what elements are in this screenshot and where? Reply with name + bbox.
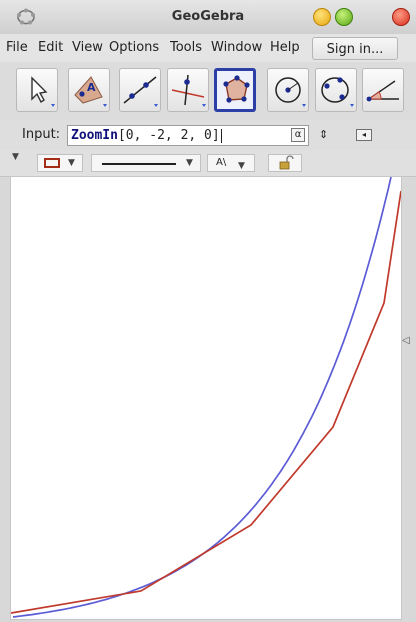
move-arrow-icon (31, 76, 55, 107)
input-bar: Input: ZoomIn[0, -2, 2, 0] α ⇕ ◂ (0, 120, 416, 151)
input-label: Input: (22, 127, 61, 142)
chevron-down-icon: ▼ (238, 161, 245, 171)
menu-options[interactable]: Options (109, 40, 160, 55)
label-style-button[interactable]: A\ ▼ (207, 154, 255, 172)
menu-bar: File Edit View Options Tools Window Help… (0, 34, 416, 63)
command-args: [0, -2, 2, 0] (117, 128, 220, 143)
tool-angle[interactable] (362, 68, 404, 112)
input-help-icon[interactable]: ◂ (356, 129, 372, 141)
tool-circle[interactable] (267, 68, 309, 112)
unlock-icon (279, 155, 294, 170)
perpendicular-line-icon (171, 74, 206, 107)
function-curve-blue[interactable] (12, 177, 392, 618)
command-input[interactable]: ZoomIn[0, -2, 2, 0] (67, 125, 309, 146)
tool-move[interactable] (16, 68, 58, 112)
input-spinner-button[interactable]: ⇕ (319, 128, 329, 141)
line-through-two-points-icon (123, 76, 158, 107)
window-title: GeoGebra (171, 9, 245, 24)
maximize-button[interactable] (335, 8, 353, 26)
fix-object-button[interactable] (268, 154, 302, 172)
style-bar: ▼ ▼ ▼ A\ ▼ (0, 150, 416, 177)
line-style-button[interactable]: ▼ (91, 154, 201, 172)
stylebar-toggle-icon[interactable]: ▼ (12, 152, 19, 162)
tool-conic[interactable] (315, 68, 357, 112)
menu-file[interactable]: File (6, 40, 28, 55)
polyline-curve-red[interactable] (11, 190, 401, 614)
menu-edit[interactable]: Edit (38, 40, 64, 55)
chevron-down-icon: ▼ (68, 158, 75, 168)
minimize-button[interactable] (313, 8, 331, 26)
tool-bar: A (0, 62, 416, 160)
tool-polygon[interactable] (214, 68, 256, 112)
title-bar: GeoGebra (0, 0, 416, 35)
close-button[interactable] (392, 8, 410, 26)
label-style-text: A\ (216, 157, 227, 168)
command-name: ZoomIn (71, 128, 118, 143)
circle-with-center-icon (275, 77, 306, 107)
sidebar-collapse-icon[interactable]: ◁ (402, 335, 410, 346)
alpha-symbol-button[interactable]: α (291, 128, 305, 142)
geogebra-logo-icon (17, 8, 35, 25)
svg-text:A: A (87, 81, 96, 94)
menu-tools[interactable]: Tools (170, 40, 203, 55)
line-sample (102, 163, 176, 165)
menu-view[interactable]: View (72, 40, 103, 55)
tool-line[interactable] (119, 68, 161, 112)
menu-window[interactable]: Window (211, 40, 263, 55)
color-style-button[interactable]: ▼ (37, 154, 83, 172)
text-caret (220, 128, 222, 143)
angle-icon (366, 80, 399, 102)
tool-perpendicular[interactable] (167, 68, 209, 112)
graphics-canvas[interactable] (11, 177, 401, 619)
graphics-view[interactable] (10, 176, 402, 620)
sign-in-button[interactable]: Sign in... (312, 37, 398, 60)
menu-help[interactable]: Help (270, 40, 300, 55)
color-swatch (44, 158, 60, 168)
chevron-down-icon: ▼ (186, 158, 193, 168)
conic-through-points-icon (321, 77, 354, 107)
polygon-icon (223, 75, 250, 103)
point-icon: A (74, 76, 107, 107)
tool-point[interactable]: A (68, 68, 110, 112)
